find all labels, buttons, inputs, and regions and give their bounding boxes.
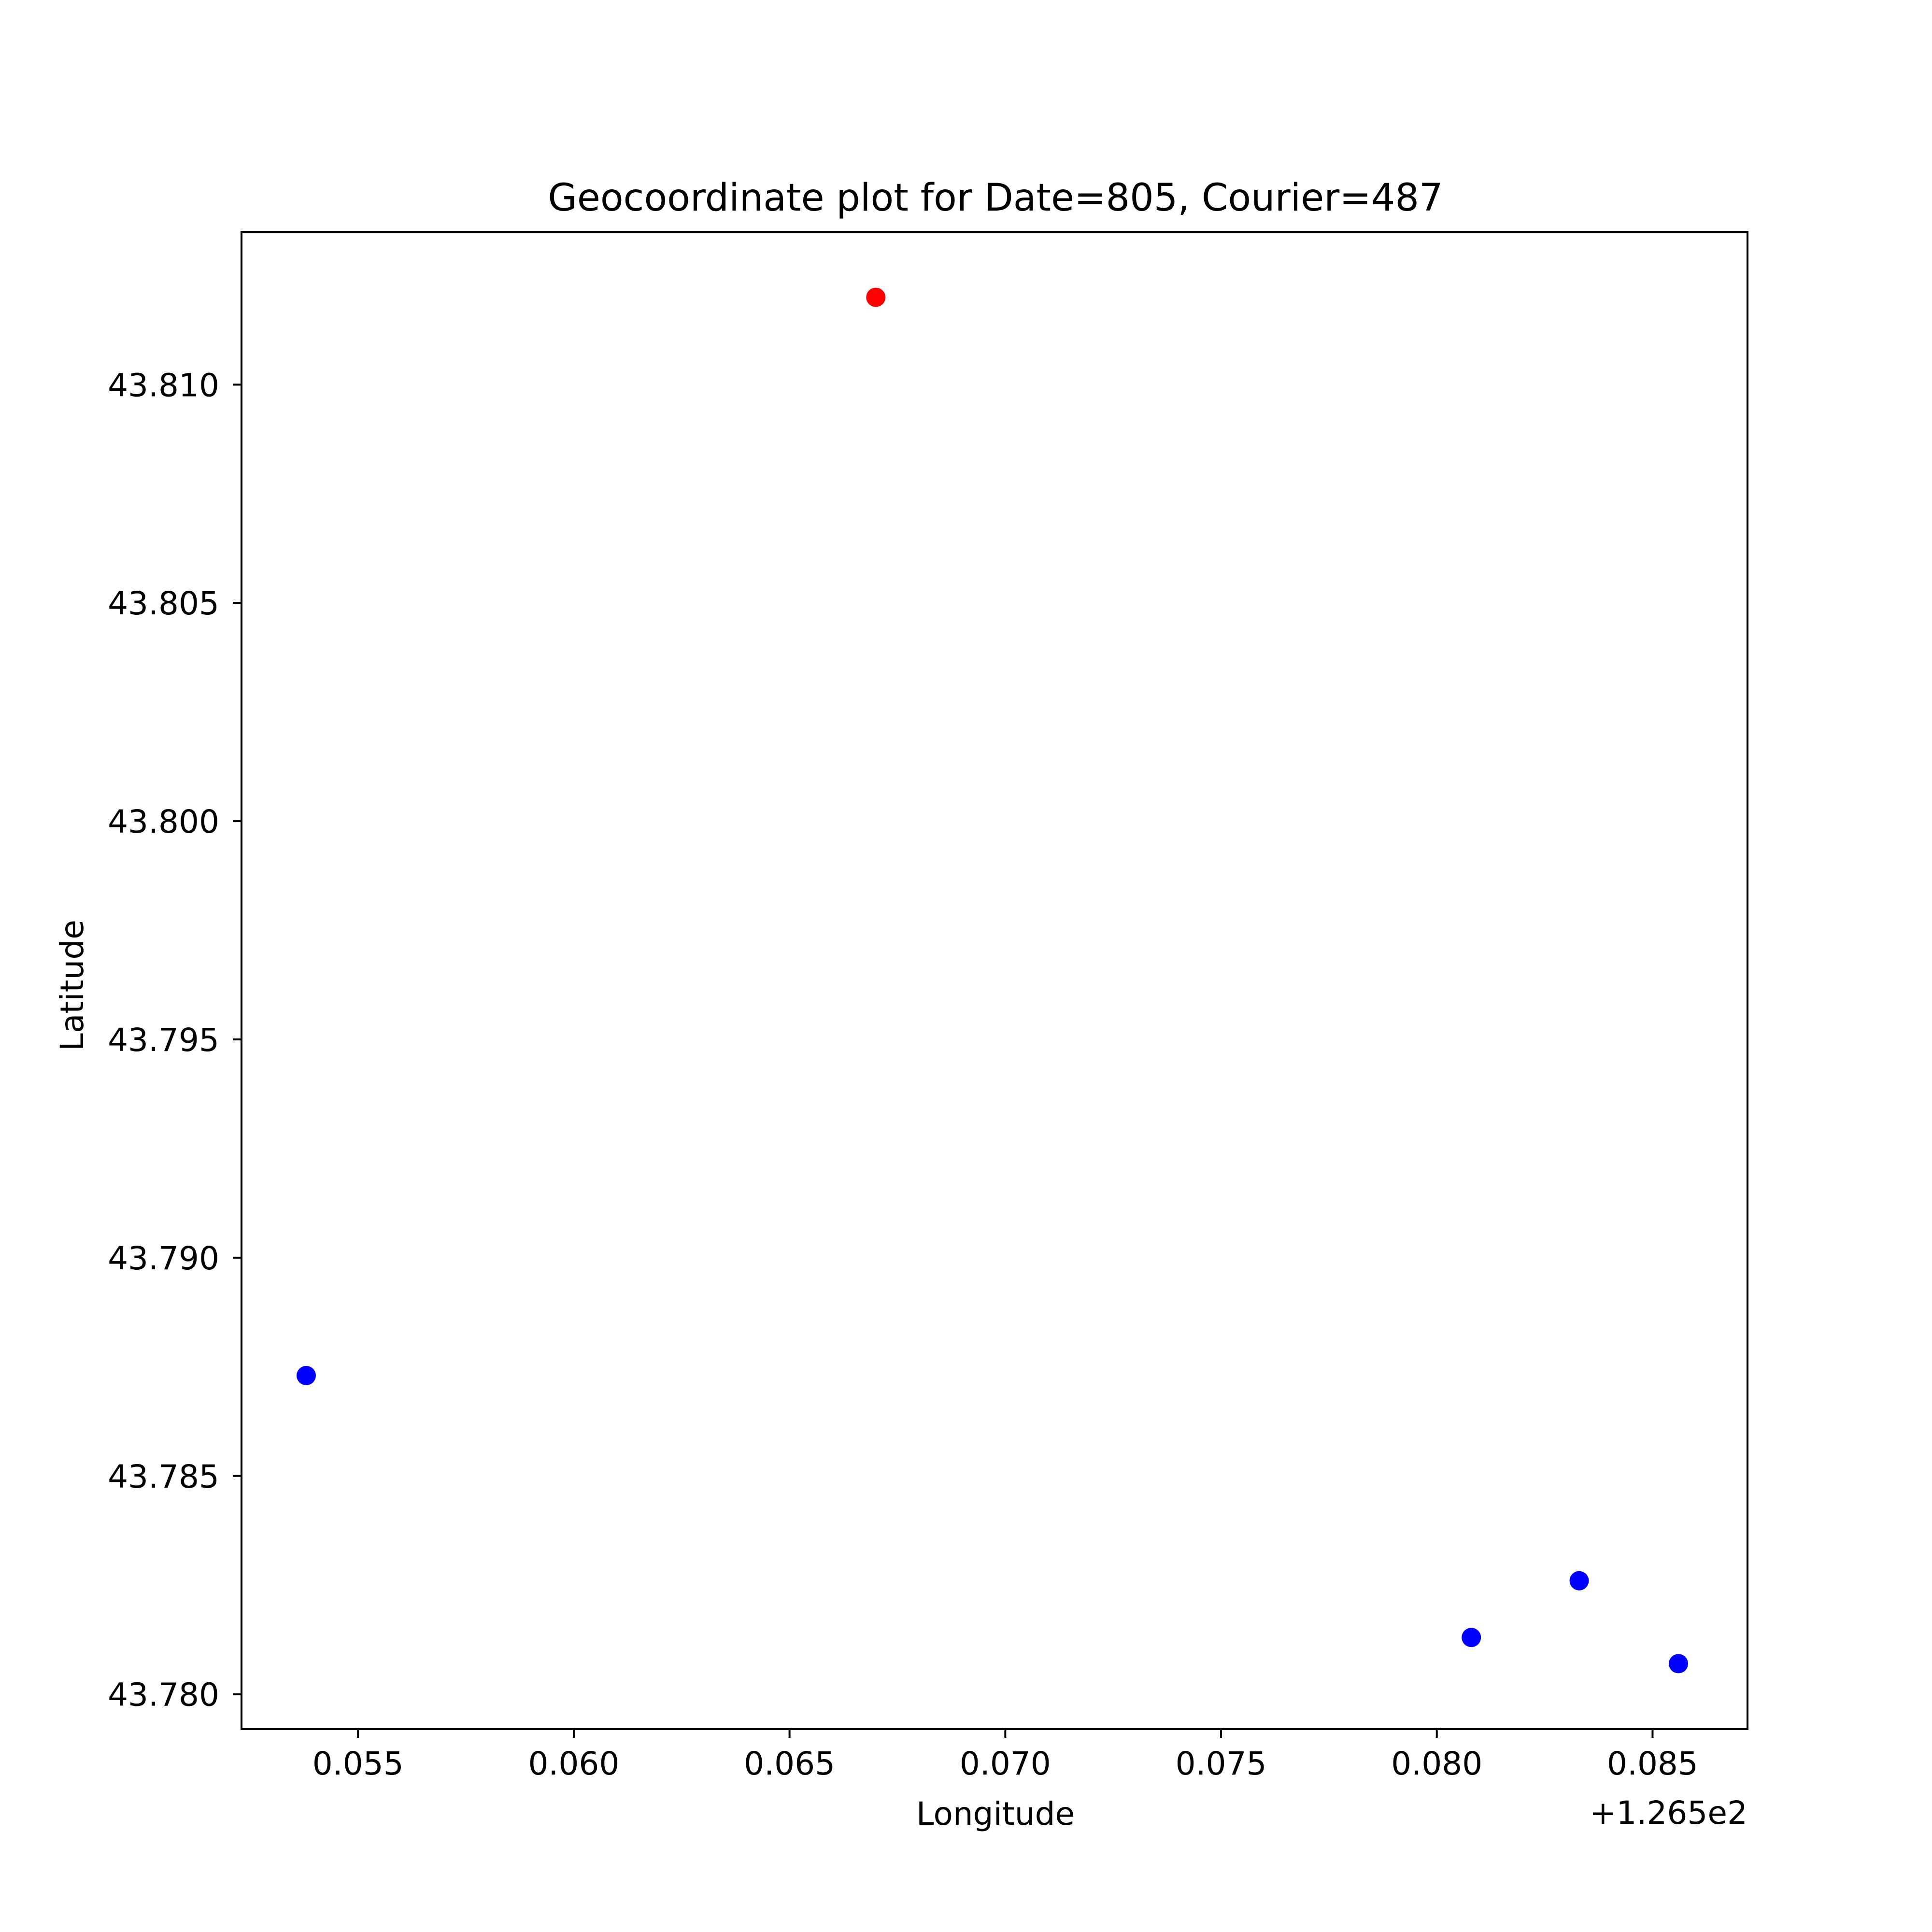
y-axis: 43.780 43.785 43.790 43.795 43.800 43.805 43.8… — [108, 367, 242, 1714]
scatter-point — [297, 1365, 316, 1385]
y-tick-label: 43.805 — [108, 585, 219, 622]
x-tick-label: 0.085 — [1607, 1745, 1698, 1782]
x-axis: 0.055 0.060 0.065 0.070 0.075 0.080 0.085 — [313, 1729, 1698, 1782]
scatter-point — [1569, 1571, 1589, 1591]
y-axis-label: Latitude — [54, 920, 91, 1051]
x-tick-label: 0.070 — [960, 1745, 1051, 1782]
y-tick-label: 43.795 — [108, 1022, 219, 1059]
plot-frame — [241, 231, 1748, 1730]
y-tick-label: 43.810 — [108, 367, 219, 404]
x-tick-label: 0.065 — [744, 1745, 835, 1782]
y-tick-label: 43.780 — [108, 1676, 219, 1714]
scatter-point — [1462, 1628, 1481, 1648]
x-offset-label: +1.265e2 — [1590, 1794, 1747, 1832]
scatter-point — [866, 287, 886, 307]
y-tick-label: 43.790 — [108, 1240, 219, 1277]
x-axis-label: Longitude — [916, 1795, 1075, 1833]
x-tick-label: 0.055 — [313, 1745, 404, 1782]
plot-area — [297, 287, 1689, 1674]
chart-title: Geocoordinate plot for Date=805, Courier… — [548, 176, 1443, 220]
y-tick-label: 43.800 — [108, 803, 219, 840]
x-tick-label: 0.080 — [1391, 1745, 1482, 1782]
x-tick-label: 0.060 — [528, 1745, 619, 1782]
scatter-point — [1669, 1654, 1689, 1674]
x-tick-label: 0.075 — [1176, 1745, 1267, 1782]
y-tick-label: 43.785 — [108, 1458, 219, 1495]
